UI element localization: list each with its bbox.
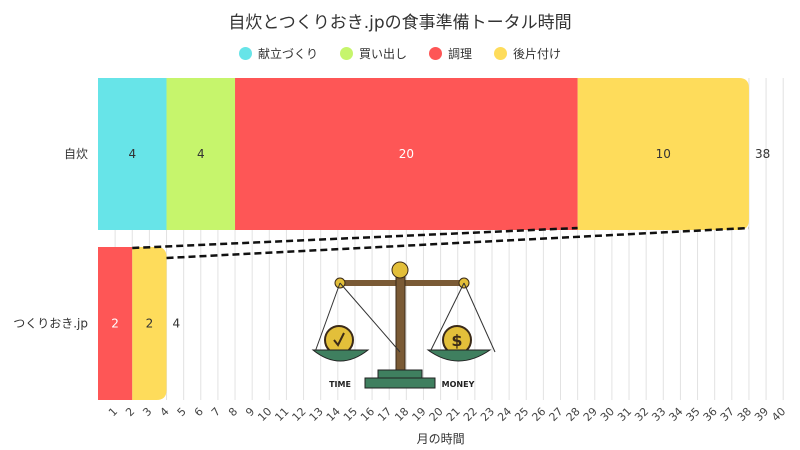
balance-scale-illustration: $ TIME MONEY: [311, 261, 496, 389]
total-label: 4: [173, 317, 181, 331]
bar-segment: [98, 247, 133, 400]
money-label: MONEY: [442, 380, 475, 389]
scale-pan: [311, 349, 370, 362]
bar-segment: [132, 247, 167, 400]
x-tick-label: 40: [769, 405, 788, 424]
x-tick-label: 9: [243, 405, 257, 419]
legend-item[interactable]: 後片付け: [494, 45, 561, 62]
legend-item[interactable]: 調理: [429, 45, 472, 62]
data-label: 20: [399, 147, 414, 161]
x-tick-label: 1: [106, 405, 120, 419]
legend-swatch: [339, 47, 353, 60]
x-tick-label: 7: [209, 405, 223, 419]
scale-string: [314, 282, 341, 353]
scale-string: [429, 282, 465, 353]
legend-label: 献立づくり: [257, 47, 318, 61]
legend: 献立づくり 買い出し 調理 後片付け: [0, 45, 800, 62]
scale-knob: [391, 261, 409, 279]
clock-hands: [333, 332, 345, 347]
legend-label: 調理: [448, 47, 473, 61]
scale-base: [364, 377, 436, 389]
data-label: 2: [111, 317, 119, 331]
bar-segment: [98, 78, 167, 230]
bar-segment: [166, 78, 236, 230]
bar-segment: [577, 78, 749, 230]
chart-title: 自炊とつくりおき.jpの食事準備トータル時間: [228, 13, 572, 33]
data-label: 4: [128, 147, 136, 161]
data-label: 4: [197, 147, 205, 161]
data-label: 10: [656, 147, 671, 161]
x-tick-label: 3: [140, 405, 154, 419]
x-axis-label: 月の時間: [417, 432, 465, 446]
x-tick-label: 5: [175, 405, 189, 419]
x-tick-label: 6: [192, 405, 206, 419]
connector-line: [166, 226, 750, 260]
legend-label: 買い出し: [358, 47, 407, 61]
scale-pan: [426, 349, 492, 362]
category-label: つくりおき.jp: [13, 317, 88, 331]
scale-string: [339, 282, 401, 353]
legend-item[interactable]: 献立づくり: [238, 45, 318, 62]
legend-swatch: [429, 47, 442, 60]
scale-base: [377, 369, 423, 379]
legend-item[interactable]: 買い出し: [339, 45, 407, 62]
legend-label: 後片付け: [513, 47, 562, 61]
x-tick-label: 8: [226, 405, 240, 419]
bar-segment: [235, 78, 578, 230]
x-tick-label: 4: [157, 405, 171, 419]
total-label: 38: [755, 147, 770, 161]
x-tick-label: 2: [123, 405, 137, 419]
scale-string: [463, 282, 496, 353]
category-label: 自炊: [64, 147, 88, 161]
dollar-icon: $: [451, 331, 462, 350]
time-label: TIME: [329, 380, 351, 389]
scale-post: [395, 269, 406, 376]
legend-swatch: [238, 47, 252, 60]
legend-swatch: [494, 47, 508, 60]
connector-line: [132, 226, 578, 250]
data-label: 2: [146, 317, 154, 331]
